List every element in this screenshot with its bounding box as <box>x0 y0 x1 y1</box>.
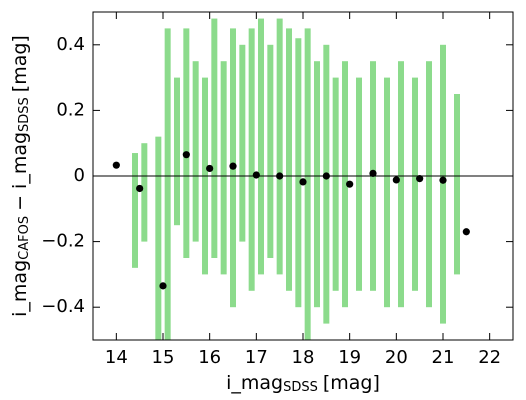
point <box>392 176 400 184</box>
y-tick-label: 0.4 <box>56 34 85 55</box>
x-axis-label: i_magSDSS [mag] <box>226 372 380 395</box>
point <box>346 180 354 188</box>
point <box>252 171 260 179</box>
point-spread <box>342 61 348 308</box>
point <box>206 164 214 173</box>
y-label-main: i_mag <box>9 260 31 317</box>
y-tick-label: 0 <box>74 165 85 186</box>
point <box>159 282 167 290</box>
point-spread <box>454 94 460 275</box>
y-label-sub: CAFOS <box>17 216 32 260</box>
point <box>229 162 237 170</box>
y-label-unit: [mag] <box>9 35 31 92</box>
x-tick-label: 18 <box>292 347 315 368</box>
y-tick-label: 0.2 <box>56 99 85 120</box>
point-spread <box>314 61 320 308</box>
x-tick-label: 19 <box>338 347 361 368</box>
point-spread <box>323 44 330 324</box>
y-tick-label: −0.2 <box>41 231 85 252</box>
point-spread <box>174 77 180 226</box>
point <box>439 176 447 184</box>
point-spread <box>248 28 255 291</box>
point <box>299 178 307 186</box>
point-spread <box>220 61 227 275</box>
point-spread <box>295 38 302 308</box>
point <box>112 161 120 169</box>
point-spread <box>258 18 264 275</box>
y-axis-label: i_magCAFOS − i_magSDSS [mag] <box>9 35 32 317</box>
x-tick-label: 15 <box>152 347 175 368</box>
point-spread <box>440 44 446 324</box>
point-spread <box>426 61 432 308</box>
point-spread <box>276 18 283 275</box>
point-spread <box>183 28 190 259</box>
x-tick-label: 14 <box>105 347 128 368</box>
y-label-sub2: SDSS <box>17 97 32 132</box>
point-spread <box>356 77 362 291</box>
x-label-main: i_mag <box>226 372 283 394</box>
point <box>462 228 470 236</box>
x-label-unit: [mag] <box>323 372 380 394</box>
point <box>182 151 190 159</box>
point-spread <box>211 18 218 259</box>
point <box>416 175 424 183</box>
point-spread <box>304 28 311 341</box>
point <box>136 184 144 193</box>
point-spread <box>132 153 138 268</box>
x-tick-label: 21 <box>432 347 455 368</box>
x-tick-label: 17 <box>245 347 268 368</box>
point-spread <box>192 61 199 242</box>
point-spread <box>155 136 162 340</box>
point-spread <box>398 61 404 308</box>
point-spread <box>286 28 292 291</box>
x-tick-label: 22 <box>478 347 501 368</box>
point-spread <box>141 143 148 242</box>
y-label-mid: − i_mag <box>9 132 31 211</box>
y-tick-label: −0.4 <box>41 296 85 317</box>
point-spread <box>267 44 274 258</box>
point-spread <box>164 28 171 341</box>
x-tick-label: 16 <box>198 347 221 368</box>
point <box>369 169 377 177</box>
point-spread <box>239 44 246 242</box>
point-spread <box>332 77 339 291</box>
x-label-sub: SDSS <box>283 380 318 395</box>
point-spread <box>384 77 390 308</box>
x-tick-label: 20 <box>385 347 408 368</box>
point-spread <box>412 77 418 291</box>
